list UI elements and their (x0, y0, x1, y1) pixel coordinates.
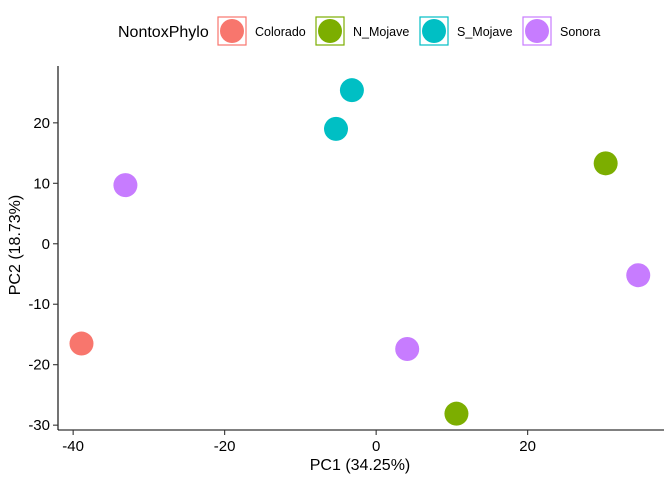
legend-title: NontoxPhylo (118, 24, 209, 41)
data-points (69, 78, 651, 426)
legend: NontoxPhylo Colorado N_Mojave S_Mojave Sono… (118, 16, 600, 46)
point-n-mojave (444, 401, 469, 426)
point-n-mojave (593, 151, 618, 176)
legend-label: Colorado (255, 25, 306, 39)
point-s-mojave (324, 116, 349, 141)
y-tick-label: 20 (33, 115, 50, 132)
legend-key-dot (220, 19, 244, 43)
legend-label: N_Mojave (353, 25, 409, 39)
y-tick-label: 10 (33, 175, 50, 192)
legend-item-sonora: Sonora (522, 16, 600, 46)
y-axis-title: PC2 (18.73%) (7, 195, 24, 296)
axes (57, 66, 664, 431)
y-tick-label: -10 (28, 296, 50, 313)
y-tick-label: 0 (42, 236, 50, 253)
plot-area: -40 -20 0 20 -30 -20 -10 0 10 20 (28, 66, 664, 455)
legend-item-colorado: Colorado (217, 16, 306, 46)
ticks: -40 -20 0 20 -30 -20 -10 0 10 20 (28, 115, 536, 455)
x-tick-label: -40 (62, 438, 84, 455)
legend-label: S_Mojave (457, 25, 513, 39)
x-axis-title: PC1 (34.25%) (310, 457, 411, 474)
legend-key-dot (422, 19, 446, 43)
point-sonora (626, 263, 651, 288)
y-tick-label: -20 (28, 357, 50, 374)
legend-item-s-mojave: S_Mojave (419, 16, 513, 46)
point-sonora (113, 173, 138, 198)
x-tick-label: 0 (372, 438, 380, 455)
x-tick-label: 20 (519, 438, 536, 455)
y-tick-label: -30 (28, 417, 50, 434)
point-sonora (395, 336, 420, 361)
legend-item-n-mojave: N_Mojave (315, 16, 409, 46)
point-colorado (69, 331, 94, 356)
legend-key-dot (525, 19, 549, 43)
legend-items: Colorado N_Mojave S_Mojave Sonora (217, 16, 600, 46)
legend-label: Sonora (560, 25, 600, 39)
x-tick-label: -20 (214, 438, 236, 455)
point-s-mojave (339, 78, 364, 103)
legend-key-dot (318, 19, 342, 43)
